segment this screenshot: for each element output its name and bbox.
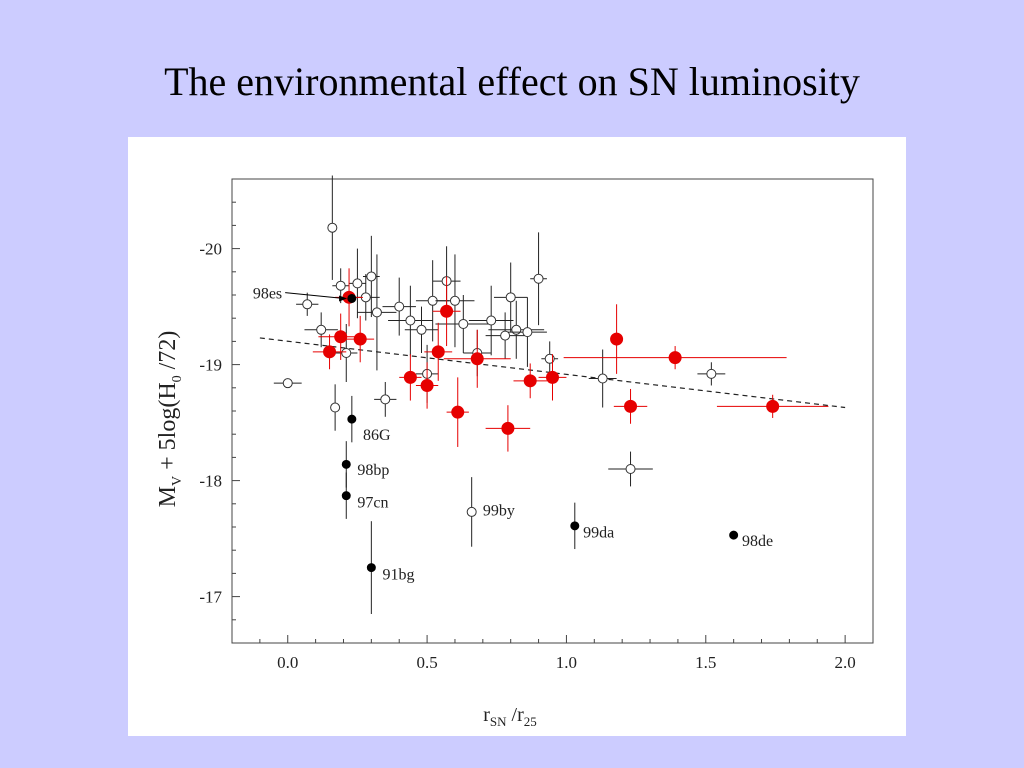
x-label-sub1: SN [490,714,507,729]
open-data-point [282,378,293,389]
y-label-mid: + 5log(H [155,382,181,476]
open-data-point [522,327,533,338]
annotations: 98es 86G 98bp 97cn 91bg 99by 99da 98de [253,286,773,584]
x-tick-label: 1.5 [695,653,716,672]
x-tick-label: 0.0 [277,653,298,672]
annotation-arrow [285,292,345,299]
open-data-point [302,299,313,310]
data-points [273,175,829,614]
y-label-pre: M [155,486,181,507]
y-tick-label: -20 [199,240,222,259]
open-data-point [500,330,511,341]
red-data-point [323,345,337,359]
open-data-point [625,464,636,474]
open-data-point [330,402,341,413]
open-data-point [597,373,608,384]
y-tick-label: -19 [199,356,222,375]
black-data-point [729,530,739,540]
red-data-point [610,332,624,346]
open-data-point [335,280,346,291]
open-data-point [449,295,460,306]
open-data-point [380,394,391,405]
open-data-point [352,278,363,289]
y-label-post: /72) [155,331,181,376]
y-label-sub2: 0 [170,375,185,382]
x-label-sub2: 25 [524,714,537,729]
red-data-point [440,304,454,318]
sn-label: 98de [742,533,773,550]
open-data-point [341,348,352,358]
sn-label: 99da [583,525,614,542]
open-data-point [316,324,327,335]
open-data-point [458,319,469,329]
open-data-point [706,368,717,379]
open-data-point [486,315,497,326]
red-data-point [668,351,682,365]
open-data-point [394,301,405,312]
red-data-point [766,399,780,413]
x-tick-label: 2.0 [835,653,856,672]
open-data-point [371,307,382,318]
red-data-point [470,352,484,366]
red-data-point [353,332,367,346]
red-data-point [431,345,445,359]
red-data-point [420,378,434,392]
black-data-point [341,491,351,501]
open-data-point [405,315,416,326]
open-data-point [511,324,522,335]
open-data-point [544,353,555,364]
x-tick-label: 0.5 [416,653,437,672]
scatter-plot: 0.0 0.5 1.0 1.5 2.0 -20 -19 -18 -17 98es 86G 98bp… [155,175,874,729]
x-axis-label: rSN /r25 [483,704,537,729]
sn-label: 97cn [357,494,388,511]
open-data-point [327,222,338,233]
red-data-point [403,370,417,384]
black-data-point [341,459,351,469]
open-data-point [466,506,477,517]
sn-label: 91bg [382,566,414,583]
open-data-point [366,271,377,282]
x-label-mid: /r [507,704,525,726]
black-data-point [347,293,357,303]
red-data-point [451,405,465,419]
black-data-point [347,414,357,424]
sn-label: 98es [253,286,282,303]
x-label-main: r [483,704,490,726]
open-data-point [533,273,544,284]
red-data-point [624,399,638,413]
y-tick-label: -17 [199,588,222,607]
annotation-arrowhead [339,295,348,302]
red-data-point [546,370,559,384]
black-data-point [570,521,580,531]
sn-label: 98bp [357,462,389,479]
sn-label: 86G [363,427,391,444]
red-data-point [501,421,515,435]
black-data-point [366,563,376,573]
open-data-point [416,324,427,335]
red-data-point [334,330,348,344]
sn-label: 99by [483,503,515,520]
x-tick-label: 1.0 [556,653,577,672]
y-label-sub: V [170,476,185,486]
slide-title: The environmental effect on SN luminosit… [164,59,860,104]
open-data-point [505,292,516,303]
y-axis-label: MV + 5log(H0 /72) [155,331,185,508]
chart-panel: 0.0 0.5 1.0 1.5 2.0 -20 -19 -18 -17 98es 86G 98bp… [128,137,906,736]
red-data-point [523,374,537,388]
y-axis: -20 -19 -18 -17 [199,178,240,644]
y-tick-label: -18 [199,472,222,491]
x-axis: 0.0 0.5 1.0 1.5 2.0 [259,635,856,672]
